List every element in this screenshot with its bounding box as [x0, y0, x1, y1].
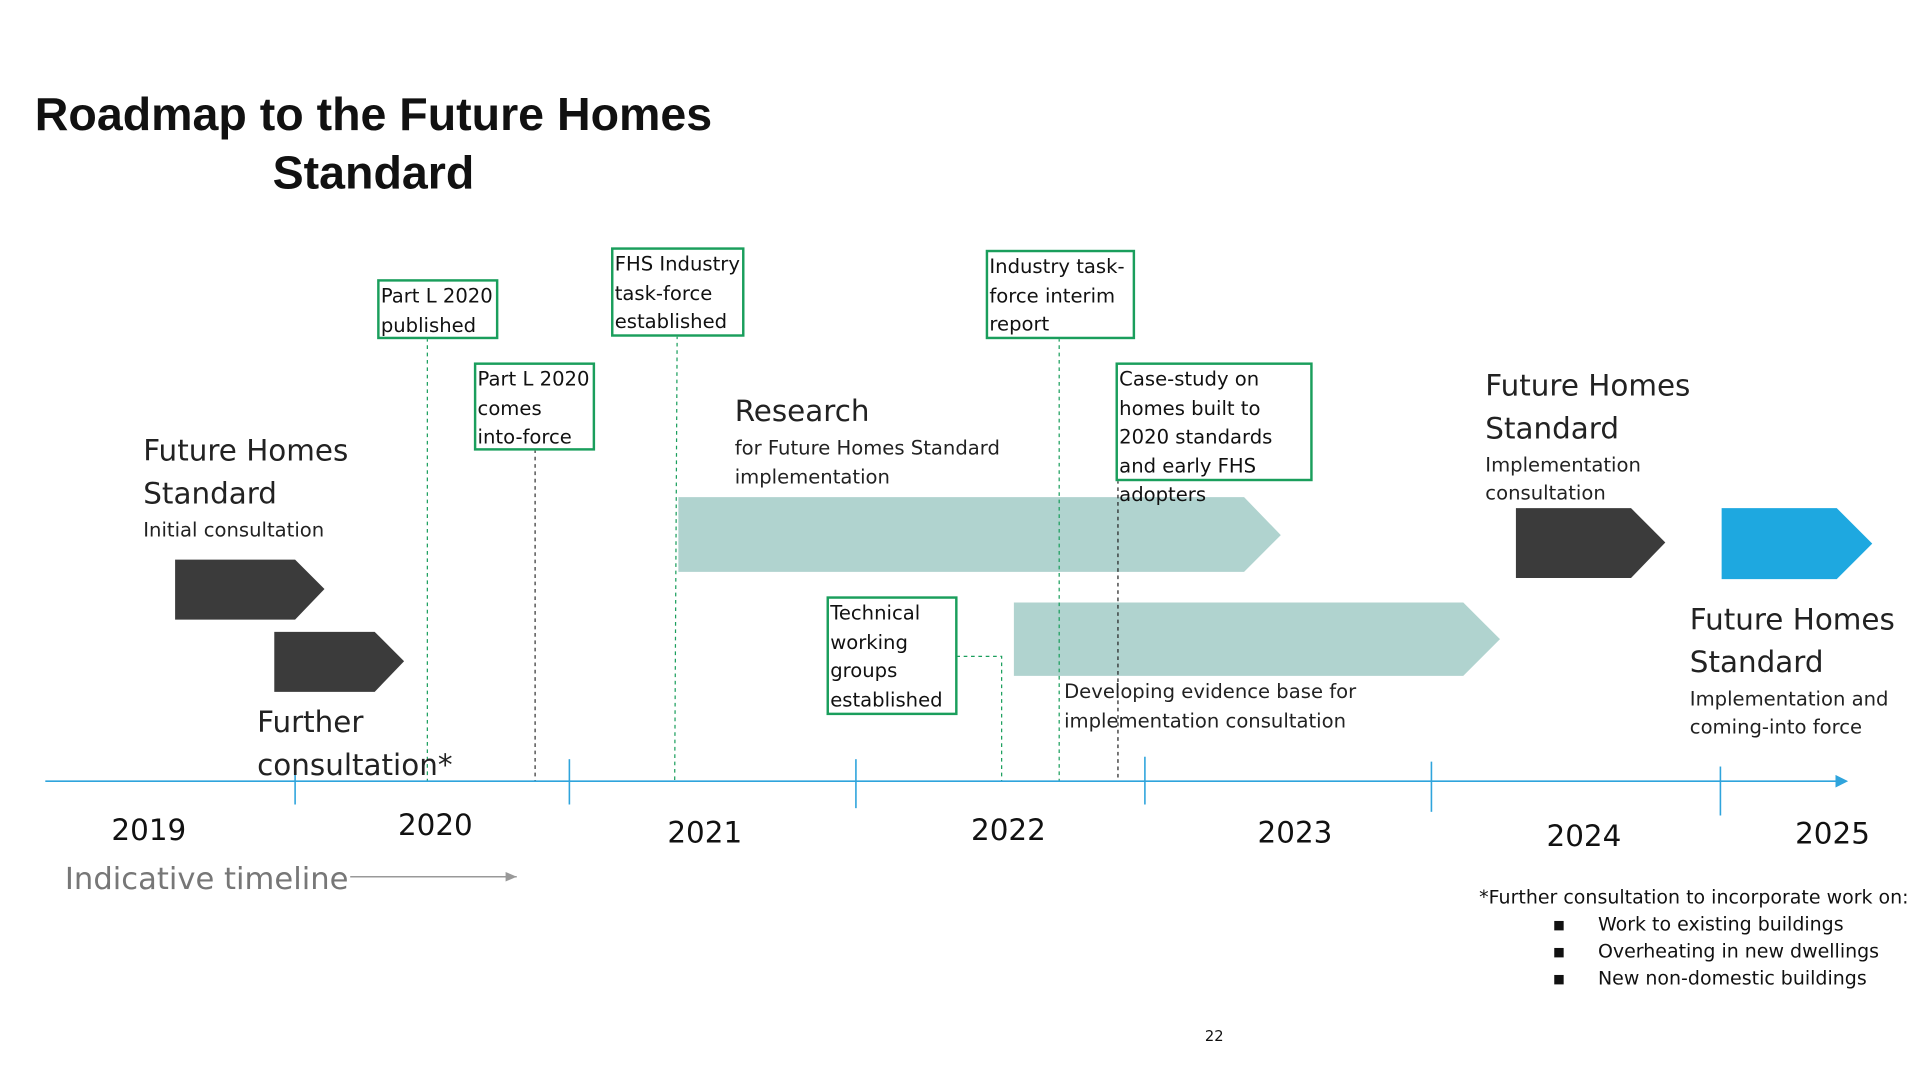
milestone-box: Case-study on homes built to 2020 standa…	[1115, 362, 1313, 506]
milestone-box: Part L 2020 comes into-force	[473, 362, 596, 451]
year-label: 2025	[1795, 816, 1870, 852]
year-label: 2019	[111, 813, 187, 848]
connector-line	[674, 335, 678, 782]
milestone-box: Part L 2020 published	[377, 279, 499, 340]
implementation-force-label: Future Homes Standard Implementation and co…	[1689, 602, 1895, 739]
page-title: Roadmap to the Future Homes Standard	[34, 89, 713, 200]
implementation-consultation-label: Future Homes Standard Implementation consul…	[1485, 368, 1691, 505]
footnote: *Further consultation to incorporate wor…	[1479, 884, 1908, 992]
footnote-item: ▪ Work to existing buildings	[1552, 913, 1844, 936]
evidence-label: Developing evidence base for implementati…	[1064, 679, 1357, 733]
implementation-consultation-arrow	[1515, 508, 1666, 578]
initial-consultation-label: Future Homes Standard Initial consultation	[143, 433, 349, 542]
implementation-force-arrow	[1721, 508, 1873, 580]
milestone-box: Industry task-force interim report	[985, 249, 1136, 340]
year-label: 2024	[1546, 819, 1622, 854]
initial-consultation-arrow	[175, 559, 325, 620]
indicative-timeline-label: Indicative timeline	[64, 860, 349, 897]
footnote-item: ▪ Overheating in new dwellings	[1552, 940, 1880, 963]
year-label: 2021	[667, 815, 743, 850]
milestone-box: Technical working groups established	[826, 596, 958, 716]
further-consultation-label: Further consultation*	[257, 705, 453, 783]
further-consultation-arrow	[274, 631, 405, 692]
year-label: 2022	[971, 813, 1046, 848]
year-label: 2023	[1257, 815, 1333, 850]
footnote-item: ▪ New non-domestic buildings	[1552, 967, 1867, 990]
page-number: 22	[1204, 1027, 1224, 1045]
research-label: Research for Future Homes Standard impleme…	[734, 394, 1000, 489]
year-label: 2020	[397, 808, 473, 843]
milestone-box: FHS Industry task-force established	[611, 247, 745, 337]
evidence-arrow	[1013, 602, 1501, 676]
research-arrow	[678, 497, 1281, 572]
connector-line	[956, 655, 1003, 782]
